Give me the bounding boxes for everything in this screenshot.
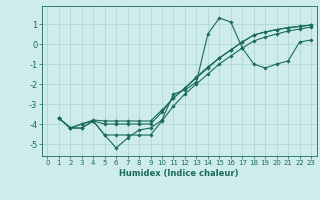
X-axis label: Humidex (Indice chaleur): Humidex (Indice chaleur) bbox=[119, 169, 239, 178]
